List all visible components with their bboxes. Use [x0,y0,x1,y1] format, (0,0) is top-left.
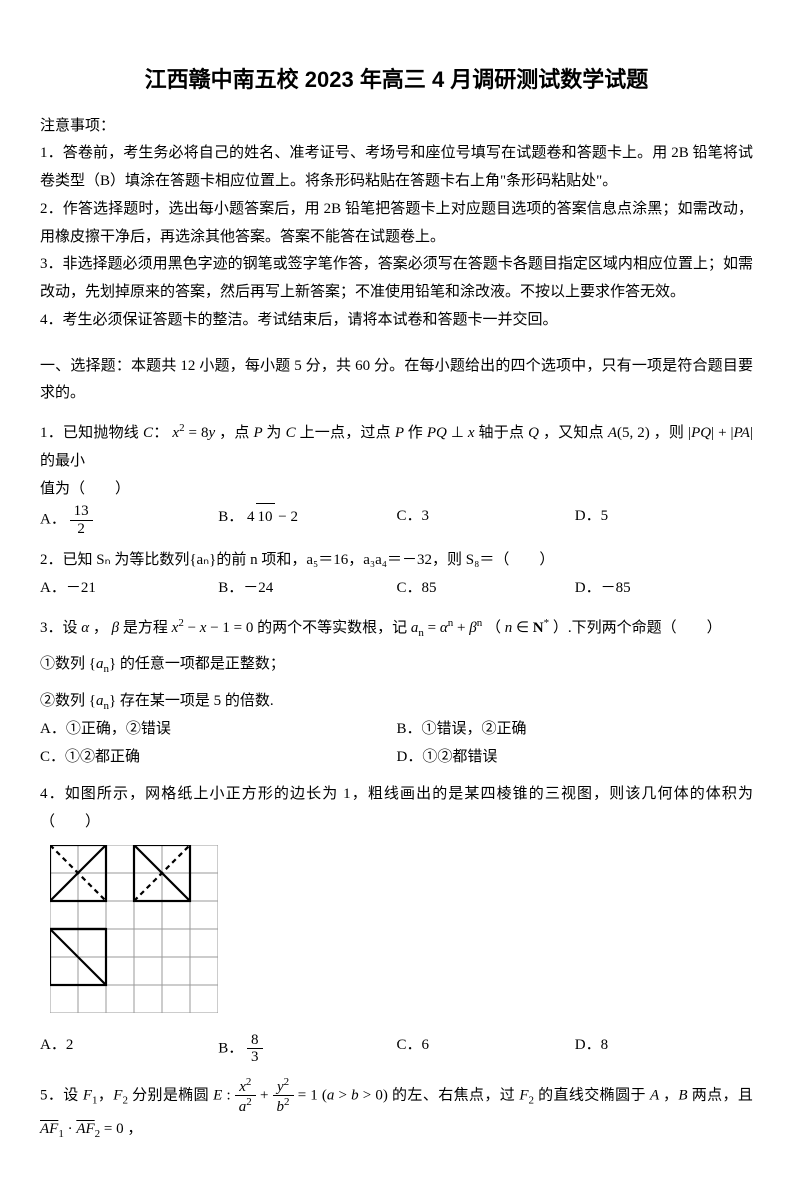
q3-options: A．①正确，②错误 B．①错误，②正确 C．①②都正确 D．①②都错误 [40,716,753,772]
q5-frac1: x2a2 [235,1076,256,1116]
q3-text-b: 是方程 [123,620,168,636]
notice-3: 3．非选择题必须用黑色字迹的钢笔或签字笔作答，答案必须写在答题卡各题目指定区域内… [40,251,753,307]
q3-math-an: an [411,620,424,636]
q1-opt-a: A． 132 [40,503,218,537]
page-title: 江西赣中南五校 2023 年高三 4 月调研测试数学试题 [40,60,753,101]
q1-text-i: 的最小 [40,453,85,469]
three-view-svg [50,845,218,1013]
q1-text-g: ，又知点 [543,425,604,441]
q1-text-f: 轴于点 [479,425,525,441]
q1-math-p: P [254,425,267,441]
q5-text-c: 的左、右焦点，过 [392,1087,515,1103]
q5-text-d: 的直线交椭圆于 [538,1087,646,1103]
q4-opt-c: C．6 [397,1032,575,1066]
q2-opt-a: A．－21 [40,575,218,603]
question-5: 5．设 F1，F2 分别是椭圆 E : x2a2 + y2b2 = 1 (a >… [40,1076,753,1144]
q1-math-c2: C [286,425,300,441]
q1-opt-c: C．3 [397,503,575,537]
q1-opt-b: B． 410 − 2 [218,503,396,537]
question-1: 1．已知抛物线 C： x2 = 8y ，点 P 为 C 上一点，过点 P 作 P… [40,418,753,537]
q4-text: 4．如图所示，网格纸上小正方形的边长为 1，粗线画出的是某四棱锥的三视图，则该几… [40,781,753,837]
question-2: 2．已知 Sₙ 为等比数列{aₙ}的前 n 项和，a₅＝16，a₃a₄＝－32，… [40,547,753,603]
q3-opt-c: C．①②都正确 [40,744,397,772]
q3-s2b: 存在某一项是 5 的倍数. [120,693,274,709]
q3-opt-a: A．①正确，②错误 [40,716,397,744]
notice-2: 2．作答选择题时，选出每小题答案后，用 2B 铅笔把答题卡上对应题目选项的答案信… [40,196,753,252]
q1-text-c: 为 [266,425,281,441]
q3-s2a: ②数列 [40,693,85,709]
q3-text-d: （ [486,620,501,636]
q1-line2: 值为（ ） [40,476,753,504]
q1-math-pq: PQ [427,425,451,441]
q2-opt-c: C．85 [397,575,575,603]
q3-s2-set: { [89,693,96,709]
three-view-figure [50,845,753,1024]
q5-text-a: 5．设 [40,1087,79,1103]
q5-frac2: y2b2 [273,1076,294,1116]
q1-text-h: ，则 [654,425,684,441]
q4-opt-b-frac: 83 [247,1032,263,1066]
q3-opt-d: D．①②都错误 [397,744,754,772]
q3-s1-set: { [89,656,96,672]
q3-text-a: 3．设 [40,620,78,636]
q3-opt-b: B．①错误，②正确 [397,716,754,744]
q5-text-b: 分别是椭圆 [132,1087,209,1103]
q2-options: A．－21 B．－24 C．85 D．－85 [40,575,753,603]
question-4: 4．如图所示，网格纸上小正方形的边长为 1，粗线画出的是某四棱锥的三视图，则该几… [40,781,753,1065]
q5-math-e: E [213,1087,222,1103]
q4-opt-b: B． 83 [218,1032,396,1066]
q2-opt-b: B．－24 [218,575,396,603]
q3-math-ab: α [81,620,93,636]
q3-text-e: ）.下列两个命题（ ） [553,620,722,636]
q5-math-ab: A [650,1087,663,1103]
q5-math-vec1: AF [40,1121,58,1137]
section-1-head: 一、选择题：本题共 12 小题，每小题 5 分，共 60 分。在每小题给出的四个… [40,353,753,409]
q1-opt-a-label: A． [40,512,66,528]
q1-options: A． 132 B． 410 − 2 C．3 D．5 [40,503,753,537]
q1-opt-b-label: B． [218,509,243,525]
q1-math-p2: P [395,425,408,441]
q3-text-c: 的两个不等实数根，记 [257,620,407,636]
q1-text-b: ，点 [219,425,249,441]
q1-text-d: 上一点，过点 [300,425,391,441]
q1-text-e: 作 [408,425,423,441]
notice-4: 4．考生必须保证答题卡的整洁。考试结束后，请将本试卷和答题卡一并交回。 [40,307,753,335]
q1-opt-b-math: 410 − 2 [247,509,298,525]
notice-head: 注意事项： [40,113,753,141]
q1-math-a: A [608,425,617,441]
q4-options: A．2 B． 83 C．6 D．8 [40,1032,753,1066]
q1-math-c: C [143,425,153,441]
q1-math-q: Q [528,425,543,441]
q5-text-f: ， [127,1121,142,1137]
notice-1: 1．答卷前，考生务必将自己的姓名、准考证号、考场号和座位号填写在试题卷和答题卡上… [40,140,753,196]
q1-opt-d: D．5 [575,503,753,537]
q4-opt-d: D．8 [575,1032,753,1066]
q2-opt-d: D．－85 [575,575,753,603]
question-3: 3．设 α ， β 是方程 x2 − x − 1 = 0 的两个不等实数根，记 … [40,613,753,772]
q5-math-f1: F [83,1087,92,1103]
q2-text: 2．已知 Sₙ 为等比数列{aₙ}的前 n 项和，a₅＝16，a₃a₄＝－32，… [40,547,753,575]
q1-text-a: 1．已知抛物线 [40,425,139,441]
q3-s1a: ①数列 [40,656,85,672]
q1-opt-a-frac: 132 [70,503,93,537]
q4-opt-a: A．2 [40,1032,218,1066]
q3-s1b: 的任意一项都是正整数； [120,656,285,672]
q5-text-e: 两点，且 [692,1087,753,1103]
q4-opt-b-label: B． [218,1040,243,1056]
